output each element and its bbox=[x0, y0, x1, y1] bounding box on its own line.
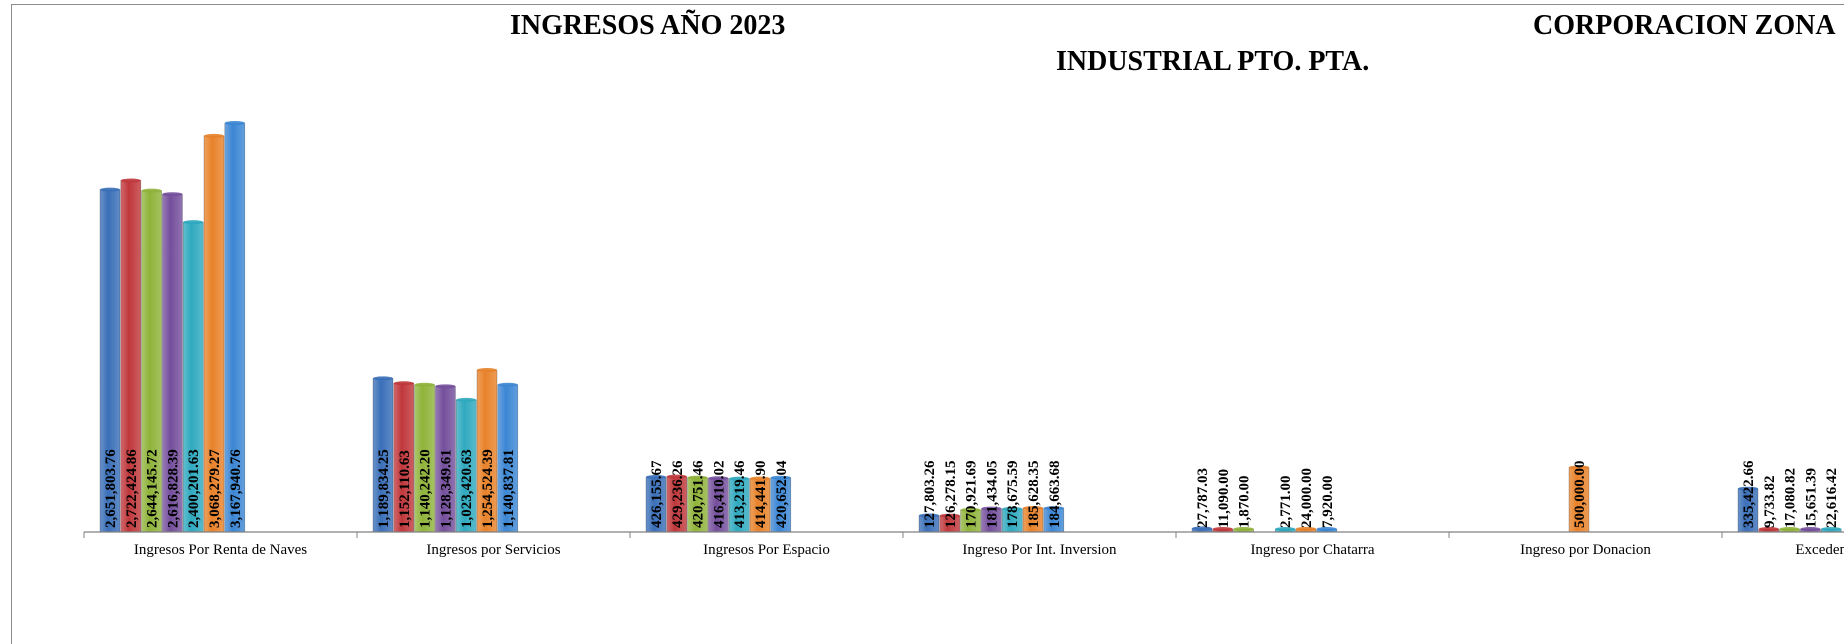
bar-cap-3-5 bbox=[1023, 506, 1043, 511]
value-label: 126,278.15 bbox=[943, 461, 959, 529]
chart-title-second-line: INDUSTRIAL PTO. PTA. bbox=[1056, 46, 1370, 77]
chart-title-right: CORPORACION ZONA bbox=[1533, 10, 1836, 41]
bar-cap-0-0 bbox=[100, 187, 120, 192]
value-label: 24,000.00 bbox=[1299, 468, 1315, 528]
bar-cap-2-3 bbox=[708, 476, 729, 481]
bar-cap-1-6 bbox=[497, 382, 518, 387]
bar-cap-4-4 bbox=[1275, 527, 1296, 531]
bar-cap-0-2 bbox=[141, 188, 162, 193]
value-label: 2,400,201.63 bbox=[186, 449, 202, 528]
category-label: Ingresos Por Renta de Naves bbox=[134, 542, 307, 558]
value-label: 2,616,828.39 bbox=[165, 449, 181, 528]
value-label: 184,663.68 bbox=[1047, 461, 1063, 529]
bar-cap-1-1 bbox=[393, 381, 414, 386]
value-label: 181,434.05 bbox=[984, 461, 1000, 529]
bar-cap-6-4 bbox=[1821, 527, 1842, 531]
category-label: Ingresos por Servicios bbox=[426, 542, 560, 558]
bar-cap-3-2 bbox=[960, 507, 981, 512]
category-label: Ingreso por Donacion bbox=[1520, 542, 1651, 558]
bar-group bbox=[99, 121, 1842, 533]
value-label: 416,410.02 bbox=[711, 461, 727, 529]
bar-cap-6-3 bbox=[1800, 527, 1821, 531]
value-label: 1,140,837.81 bbox=[501, 449, 517, 528]
value-label: 2,651,803.76 bbox=[103, 449, 119, 528]
chart-title-left: INGRESOS AÑO 2023 bbox=[510, 10, 786, 41]
value-label: 1,189,834.25 bbox=[376, 449, 392, 528]
bar-cap-6-2 bbox=[1779, 527, 1800, 531]
bar-cap-3-4 bbox=[1002, 506, 1023, 511]
bar-cap-4-6 bbox=[1316, 527, 1337, 531]
bar-cap-0-5 bbox=[204, 133, 224, 138]
bar-cap-2-1 bbox=[666, 474, 687, 479]
value-label: 11,090.00 bbox=[1216, 469, 1232, 528]
bar-cap-5-5 bbox=[1569, 465, 1589, 470]
bar-cap-3-1 bbox=[939, 513, 960, 518]
value-label: 413,219.46 bbox=[732, 460, 748, 528]
value-label: 2,644,145.72 bbox=[145, 449, 161, 528]
value-label: 170,921.69 bbox=[964, 461, 980, 529]
bar-cap-3-0 bbox=[919, 513, 939, 518]
bar-cap-4-0 bbox=[1192, 526, 1212, 531]
value-label: 420,652.04 bbox=[774, 460, 790, 528]
value-label: 9,733.82 bbox=[1762, 476, 1778, 529]
bar-cap-0-6 bbox=[224, 121, 245, 126]
bar-cap-3-6 bbox=[1043, 506, 1064, 511]
value-label: 335,422.66 bbox=[1741, 460, 1757, 528]
value-label: 17,080.82 bbox=[1783, 468, 1799, 528]
value-label: 7,920.00 bbox=[1320, 476, 1336, 529]
value-label: 420,751.46 bbox=[691, 460, 707, 528]
bar-cap-1-4 bbox=[456, 397, 477, 402]
bar-cap-3-3 bbox=[981, 506, 1002, 511]
bar-cap-0-4 bbox=[183, 220, 204, 225]
value-label: 3,167,940.76 bbox=[228, 449, 244, 528]
value-label: 15,651.39 bbox=[1803, 468, 1819, 528]
value-label: 429,236.26 bbox=[670, 460, 686, 528]
value-label: 1,870.00 bbox=[1237, 476, 1253, 529]
value-label-group: 2,651,803.76 2,722,424.86 2,644,145.72 2,61… bbox=[103, 449, 1840, 528]
bar-cap-2-5 bbox=[750, 476, 770, 481]
category-label: Ingresos Por Espacio bbox=[703, 542, 830, 558]
category-label: Ingreso por Chatarra bbox=[1250, 542, 1374, 558]
value-label: 185,628.35 bbox=[1026, 461, 1042, 529]
value-label: 1,023,420.63 bbox=[459, 449, 475, 528]
value-label: 2,722,424.86 bbox=[124, 449, 140, 528]
bar-cap-4-2 bbox=[1233, 527, 1254, 531]
bar-cap-4-5 bbox=[1296, 526, 1316, 531]
bar-cap-2-2 bbox=[687, 475, 708, 480]
bar-cap-1-3 bbox=[435, 384, 456, 389]
bar-cap-2-0 bbox=[646, 474, 666, 479]
value-label: 1,128,349.61 bbox=[438, 449, 454, 528]
bar-cap-0-3 bbox=[162, 192, 183, 197]
value-label: 127,803.26 bbox=[922, 460, 938, 528]
category-label: Excedente Depósitos bbox=[1795, 542, 1844, 558]
x-axis: Ingresos Por Renta de Naves Ingresos por … bbox=[83, 531, 1844, 558]
value-label: 426,155.67 bbox=[649, 460, 665, 528]
bar-cap-0-1 bbox=[120, 178, 141, 183]
bar-cap-6-0 bbox=[1738, 486, 1758, 491]
value-label: 3,068,279.27 bbox=[207, 449, 223, 528]
value-label: 27,787.03 bbox=[1195, 468, 1211, 528]
bar-cap-2-4 bbox=[729, 476, 750, 481]
bar-cap-1-0 bbox=[373, 376, 393, 381]
bar-cap-1-2 bbox=[414, 382, 435, 387]
value-label: 500,000.00 bbox=[1572, 461, 1588, 529]
value-label: 1,254,524.39 bbox=[480, 449, 496, 528]
value-label: 414,441.90 bbox=[753, 461, 769, 529]
bar-cap-4-1 bbox=[1212, 527, 1233, 531]
value-label: 2,771.00 bbox=[1278, 476, 1294, 529]
value-label: 22,616.42 bbox=[1824, 468, 1840, 528]
chart-frame bbox=[11, 4, 1844, 644]
value-label: 1,140,242.20 bbox=[418, 449, 434, 528]
value-label: 178,675.59 bbox=[1005, 461, 1021, 528]
category-label: Ingreso Por Int. Inversion bbox=[962, 542, 1117, 558]
bar-cap-1-5 bbox=[477, 368, 497, 373]
bar-cap-2-6 bbox=[770, 475, 791, 480]
value-label: 1,152,110.63 bbox=[397, 450, 413, 528]
bar-cap-6-1 bbox=[1758, 527, 1779, 531]
